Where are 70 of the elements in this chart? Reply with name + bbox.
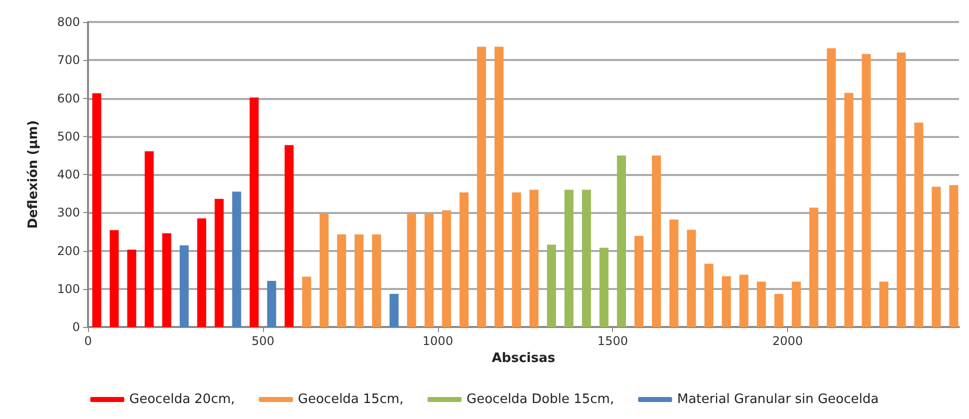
bar [512, 192, 522, 327]
bar [110, 230, 119, 327]
y-tick-label: 600 [57, 91, 80, 106]
legend-label: Geocelda 20cm, [129, 392, 235, 407]
y-tick-label: 800 [57, 15, 80, 29]
bar [826, 48, 836, 327]
bar [127, 250, 136, 327]
bar [442, 210, 452, 327]
bar [337, 234, 346, 327]
legend-label: Geocelda Doble 15cm, [466, 392, 614, 407]
y-tick-label: 100 [57, 282, 80, 296]
bar [862, 54, 871, 327]
bar [407, 213, 416, 327]
legend-label: Material Granular sin Geocelda [677, 392, 879, 407]
bar [564, 190, 574, 327]
y-tick-label: 300 [57, 206, 80, 220]
x-tick-label: 2000 [772, 334, 803, 348]
bar [669, 219, 678, 327]
bar [320, 213, 329, 327]
y-tick-label: 400 [57, 168, 80, 182]
bar [390, 294, 399, 327]
bar [914, 122, 924, 327]
y-tick-label: 500 [57, 129, 80, 144]
y-tick-label: 200 [57, 244, 80, 258]
bar [546, 244, 556, 327]
bar [144, 151, 154, 327]
bar [214, 198, 224, 327]
bar [582, 190, 591, 327]
x-tick-label: 0 [84, 334, 92, 348]
y-tick-label: 0 [72, 320, 80, 334]
legend-label: Geocelda 15cm, [298, 392, 404, 407]
bar [616, 155, 626, 327]
bar [809, 208, 818, 327]
bar [722, 276, 731, 327]
bar [949, 185, 958, 327]
bar [354, 234, 364, 327]
y-axis-title: Deflexión (µm) [26, 120, 41, 229]
bar [372, 234, 382, 327]
x-tick-label: 500 [251, 334, 274, 348]
bar [284, 145, 294, 327]
bar [844, 92, 854, 327]
bar [879, 282, 888, 327]
bar [774, 294, 784, 327]
bar [162, 233, 172, 327]
x-tick-label: 1000 [422, 334, 454, 348]
bar [250, 97, 259, 327]
bar [92, 93, 102, 327]
bar [424, 213, 434, 327]
bar [652, 155, 661, 327]
bar [494, 46, 504, 327]
bar [477, 46, 486, 327]
bar [792, 282, 801, 327]
bar [896, 52, 906, 327]
bar [932, 186, 941, 327]
bar [460, 192, 469, 327]
bar [599, 248, 608, 327]
bar [704, 264, 714, 327]
x-tick-label: 1500 [597, 334, 628, 348]
bar [180, 245, 189, 327]
x-axis-title: Abscisas [492, 350, 556, 366]
bar [197, 218, 206, 327]
bar [634, 236, 644, 327]
bar [302, 276, 312, 327]
bar [756, 282, 766, 327]
y-tick-label: 700 [57, 53, 80, 68]
bar [529, 190, 538, 327]
bar [267, 280, 276, 327]
bar [739, 274, 748, 327]
bar [232, 192, 242, 327]
bar [686, 230, 696, 327]
